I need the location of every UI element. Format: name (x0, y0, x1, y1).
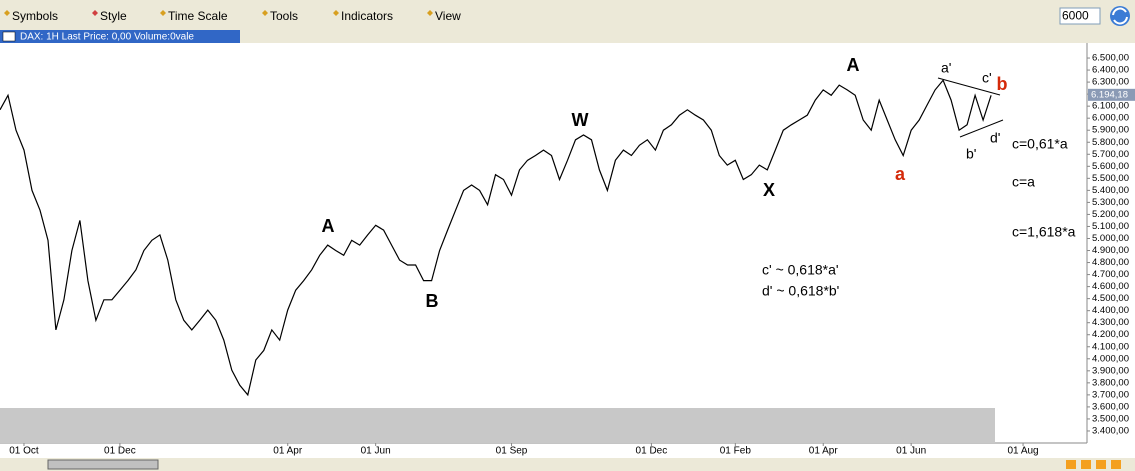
y-tick-label: 6.400,00 (1092, 65, 1129, 76)
wave-annotation: a (895, 164, 906, 184)
y-tick-label: 6.300,00 (1092, 77, 1129, 88)
volume-area (0, 408, 995, 443)
y-tick-label: 5.600,00 (1092, 161, 1129, 172)
y-tick-label: 5.200,00 (1092, 209, 1129, 220)
wave-annotation: d' ~ 0,618*b' (762, 283, 839, 299)
x-tick-label: 01 Jun (361, 446, 391, 457)
menu-item[interactable]: Symbols (12, 9, 58, 23)
y-tick-label: 5.800,00 (1092, 137, 1129, 148)
x-tick-label: 01 Sep (496, 446, 528, 457)
y-tick-label: 3.800,00 (1092, 377, 1129, 388)
toolbar (0, 0, 1135, 30)
wave-annotation: b' (966, 146, 976, 162)
menu-icon (160, 10, 166, 16)
wave-annotation: B (426, 291, 439, 311)
y-tick-label: 5.100,00 (1092, 221, 1129, 232)
bottom-bar (0, 458, 1135, 471)
nav-button[interactable] (1066, 460, 1076, 469)
menu-item[interactable]: View (435, 9, 461, 23)
y-tick-label: 4.700,00 (1092, 269, 1129, 280)
chart-header-bar (0, 30, 240, 43)
wave-annotation: c=0,61*a (1012, 136, 1068, 152)
y-tick-label: 4.400,00 (1092, 305, 1129, 316)
x-tick-label: 01 Apr (809, 446, 839, 457)
menu-icon (92, 10, 98, 16)
nav-buttons (1066, 460, 1121, 469)
y-tick-label: 5.500,00 (1092, 173, 1129, 184)
nav-button[interactable] (1081, 460, 1091, 469)
y-tick-label: 3.900,00 (1092, 365, 1129, 376)
y-tick-label: 3.700,00 (1092, 389, 1129, 400)
menu-item[interactable]: Indicators (341, 9, 393, 23)
y-tick-label: 3.400,00 (1092, 425, 1129, 436)
wave-annotation: A (322, 216, 335, 236)
x-tick-label: 01 Aug (1007, 446, 1038, 457)
wave-annotation: c=a (1012, 174, 1035, 190)
wave-annotation: b (997, 74, 1008, 94)
y-tick-label: 4.200,00 (1092, 329, 1129, 340)
price-line (0, 79, 992, 397)
y-tick-label: 5.700,00 (1092, 149, 1129, 160)
menu-item[interactable]: Time Scale (168, 9, 228, 23)
triangle-upper-line (937, 77, 1001, 96)
chart-header: DAX: 1H Last Price: 0,00 Volume:0vale (20, 32, 194, 43)
nav-button[interactable] (1111, 460, 1121, 469)
y-tick-label: 4.900,00 (1092, 245, 1129, 256)
scrollbar[interactable] (47, 459, 159, 470)
y-tick-label: 6.100,00 (1092, 101, 1129, 112)
nav-button[interactable] (1096, 460, 1106, 469)
y-tick-label: 3.500,00 (1092, 413, 1129, 424)
menu-item[interactable]: Tools (270, 9, 298, 23)
y-tick-label: 4.600,00 (1092, 281, 1129, 292)
menu-item[interactable]: Style (100, 9, 127, 23)
wave-annotation: c' ~ 0,618*a' (762, 262, 839, 278)
y-tick-label: 4.100,00 (1092, 341, 1129, 352)
wave-annotation: W (572, 110, 589, 130)
triangle-lower-line (959, 119, 1004, 138)
y-tick-label: 3.600,00 (1092, 401, 1129, 412)
x-tick-label: 01 Dec (104, 446, 136, 457)
last-price-label: 6.194,18 (1091, 89, 1128, 100)
wave-annotation: d' (990, 130, 1000, 146)
x-tick-label: 01 Jun (896, 446, 926, 457)
y-tick-label: 4.300,00 (1092, 317, 1129, 328)
wave-annotation: A (847, 55, 860, 75)
menu-icon (333, 10, 339, 16)
y-tick-label: 5.900,00 (1092, 125, 1129, 136)
y-tick-label: 4.000,00 (1092, 353, 1129, 364)
chart-panel (0, 43, 1135, 458)
wave-annotation: X (763, 180, 775, 200)
x-tick-label: 01 Apr (273, 446, 303, 457)
menu-icon (427, 10, 433, 16)
header-icon[interactable] (2, 31, 16, 42)
y-tick-label: 4.800,00 (1092, 257, 1129, 268)
menu-icon (4, 10, 10, 16)
menu-icon (262, 10, 268, 16)
last-price-box (1088, 88, 1135, 101)
refresh-icon (1112, 7, 1128, 25)
y-tick-label: 6.000,00 (1092, 113, 1129, 124)
y-tick-label: 6.500,00 (1092, 53, 1129, 64)
x-tick-label: 01 Feb (720, 446, 752, 457)
y-tick-label: 5.000,00 (1092, 233, 1129, 244)
x-tick-label: 01 Oct (9, 446, 39, 457)
zoom-input[interactable] (1059, 7, 1101, 25)
wave-annotation: c=1,618*a (1012, 224, 1076, 240)
wave-annotation: c' (982, 70, 992, 86)
zoom-input-text: 6000 (1062, 9, 1089, 23)
y-tick-label: 4.500,00 (1092, 293, 1129, 304)
x-tick-label: 01 Dec (636, 446, 668, 457)
y-tick-label: 5.300,00 (1092, 197, 1129, 208)
wave-annotation: a' (941, 60, 951, 76)
y-tick-label: 5.400,00 (1092, 185, 1129, 196)
